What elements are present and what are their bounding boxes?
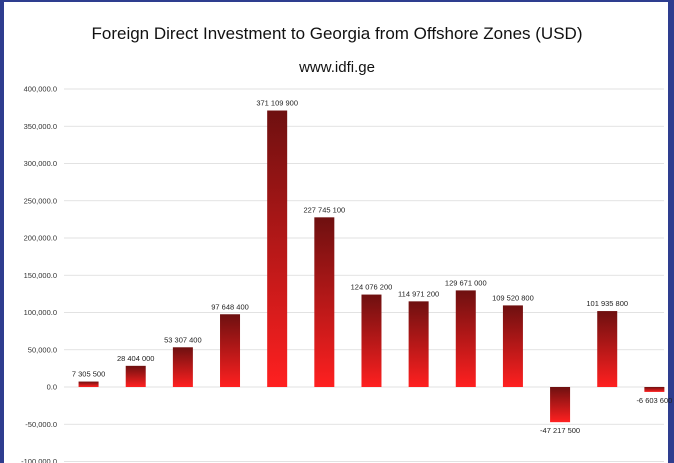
y-tick-label: -100,000.0 (21, 457, 57, 463)
data-label: 101 935 800 (586, 299, 628, 308)
chart-subtitle: www.idfi.ge (299, 59, 375, 76)
bar (644, 387, 665, 392)
data-label: 109 520 800 (492, 293, 534, 302)
bar (125, 365, 146, 387)
data-label: 7 305 500 (72, 370, 105, 379)
bars (78, 110, 665, 423)
bar (502, 305, 523, 387)
data-label: 129 671 000 (445, 278, 487, 287)
data-labels: 7 305 500 28 404 000 53 307 400 97 648 400 3… (72, 99, 672, 436)
y-tick-label: 100,000.0 (24, 308, 57, 317)
data-label: 53 307 400 (164, 335, 202, 344)
bar (220, 314, 241, 387)
data-label: 97 648 400 (211, 302, 249, 311)
y-axis-ticks: 400,000.0 350,000.0 300,000.0 250,000.0 200,… (21, 85, 57, 463)
data-label: 114 971 200 (398, 289, 439, 298)
chart-title: Foreign Direct Investment to Georgia fro… (91, 24, 583, 43)
y-tick-label: 250,000.0 (24, 196, 57, 205)
gridlines (64, 88, 664, 462)
data-label: 227 745 100 (303, 205, 345, 214)
bar (455, 290, 476, 387)
bar (597, 311, 618, 387)
data-label: 124 076 200 (351, 283, 393, 292)
bar (78, 381, 99, 387)
y-tick-label: 200,000.0 (24, 234, 57, 243)
y-tick-label: 300,000.0 (24, 159, 57, 168)
bar (267, 110, 288, 387)
data-label: 28 404 000 (117, 354, 155, 363)
bar (550, 387, 571, 423)
y-tick-label: 50,000.0 (28, 345, 57, 354)
y-tick-label: -50,000.0 (25, 420, 57, 429)
y-tick-label: 150,000.0 (24, 271, 57, 280)
bar (408, 301, 429, 387)
data-label: 371 109 900 (256, 99, 298, 108)
y-tick-label: 350,000.0 (24, 122, 57, 131)
data-label: -6 603 600 (636, 396, 672, 405)
bar (314, 217, 335, 387)
y-tick-label: 400,000.0 (24, 85, 57, 94)
data-label: -47 217 500 (540, 426, 580, 435)
y-tick-label: 0.0 (47, 383, 57, 392)
bar (172, 347, 193, 387)
bar (361, 294, 382, 387)
